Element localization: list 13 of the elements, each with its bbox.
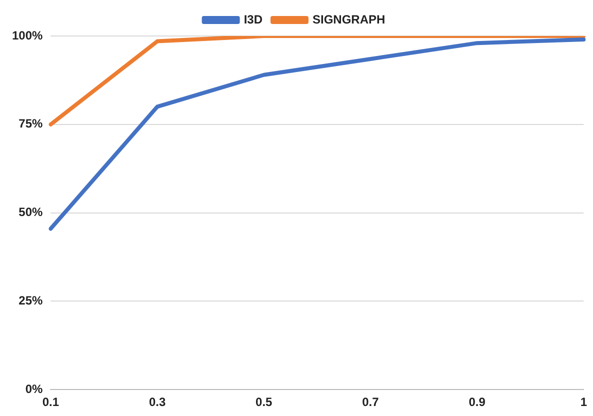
x-tick-label: 0.5 (256, 395, 273, 410)
y-tick-label: 0% (25, 382, 44, 396)
legend-label: I3D (244, 12, 263, 26)
y-tick-label: 75% (18, 116, 44, 131)
x-tick-label: 0.9 (468, 395, 486, 410)
legend-label: SIGNGRAPH (312, 12, 386, 26)
y-tick-label: 25% (18, 294, 44, 308)
y-tick-label: 100% (12, 28, 44, 42)
x-tick-label: 0.3 (148, 395, 166, 410)
x-tick-label: 1 (580, 395, 588, 410)
x-tick-label: 0.7 (362, 395, 380, 410)
y-tick-label: 50% (18, 205, 44, 220)
x-tick-label: 0.1 (42, 395, 60, 410)
